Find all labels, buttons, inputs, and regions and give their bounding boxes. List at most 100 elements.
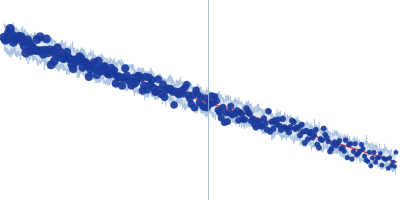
Point — [78, 57, 84, 60]
Point — [390, 161, 396, 164]
Point — [207, 103, 214, 106]
Point — [7, 27, 14, 30]
Point — [202, 96, 209, 100]
Point — [89, 65, 95, 68]
Point — [317, 137, 324, 141]
Point — [128, 84, 135, 87]
Point — [262, 122, 268, 125]
Point — [231, 112, 237, 115]
Point — [120, 77, 127, 80]
Point — [226, 111, 232, 114]
Point — [311, 133, 317, 137]
Point — [258, 124, 264, 128]
Point — [29, 45, 36, 49]
Point — [60, 57, 67, 60]
Point — [105, 72, 111, 76]
Point — [237, 111, 243, 114]
Point — [54, 46, 61, 49]
Point — [188, 103, 194, 106]
Point — [169, 90, 176, 94]
Point — [213, 99, 220, 103]
Point — [56, 55, 62, 58]
Point — [182, 86, 188, 89]
Point — [344, 156, 350, 159]
Point — [116, 75, 122, 78]
Point — [374, 157, 380, 160]
Point — [298, 123, 305, 126]
Point — [51, 60, 58, 63]
Point — [256, 121, 262, 124]
Point — [357, 150, 363, 153]
Point — [136, 74, 142, 78]
Point — [139, 89, 146, 92]
Point — [38, 49, 45, 52]
Point — [48, 63, 54, 66]
Point — [191, 106, 198, 109]
Point — [108, 66, 114, 69]
Point — [385, 167, 392, 170]
Point — [146, 76, 152, 79]
Point — [90, 61, 97, 64]
Point — [355, 152, 362, 155]
Point — [332, 140, 338, 144]
Point — [379, 163, 385, 167]
Point — [300, 130, 306, 133]
Point — [193, 89, 199, 92]
Point — [109, 72, 116, 75]
Point — [4, 37, 10, 40]
Point — [341, 149, 347, 153]
Point — [270, 127, 276, 130]
Point — [360, 147, 366, 150]
Point — [297, 134, 303, 137]
Point — [92, 67, 98, 70]
Point — [393, 151, 399, 154]
Point — [111, 69, 117, 72]
Point — [245, 110, 251, 113]
Point — [160, 83, 166, 86]
Point — [147, 83, 154, 86]
Point — [272, 119, 278, 122]
Point — [94, 73, 100, 76]
Point — [201, 106, 207, 109]
Point — [363, 159, 369, 162]
Point — [336, 139, 342, 142]
Point — [179, 89, 185, 92]
Point — [34, 38, 40, 41]
Point — [190, 93, 196, 97]
Point — [223, 111, 229, 114]
Point — [246, 112, 253, 115]
Point — [325, 140, 332, 143]
Point — [73, 60, 80, 64]
Point — [273, 123, 280, 126]
Point — [238, 112, 245, 116]
Point — [220, 106, 226, 109]
Point — [361, 154, 368, 158]
Point — [43, 37, 50, 41]
Point — [384, 157, 390, 161]
Point — [327, 150, 333, 153]
Point — [319, 139, 325, 142]
Point — [184, 83, 190, 86]
Point — [166, 87, 172, 91]
Point — [294, 126, 300, 129]
Point — [114, 75, 120, 78]
Point — [342, 139, 349, 142]
Point — [95, 59, 102, 62]
Point — [32, 49, 39, 52]
Point — [284, 127, 291, 130]
Point — [358, 143, 365, 146]
Point — [23, 51, 29, 55]
Point — [157, 88, 163, 91]
Point — [346, 143, 352, 146]
Point — [324, 136, 330, 139]
Point — [218, 116, 224, 120]
Point — [347, 142, 354, 146]
Point — [125, 79, 132, 82]
Point — [186, 97, 193, 100]
Point — [229, 113, 236, 117]
Point — [70, 67, 76, 70]
Point — [242, 118, 248, 121]
Point — [2, 38, 9, 42]
Point — [122, 67, 128, 70]
Point — [1, 36, 7, 39]
